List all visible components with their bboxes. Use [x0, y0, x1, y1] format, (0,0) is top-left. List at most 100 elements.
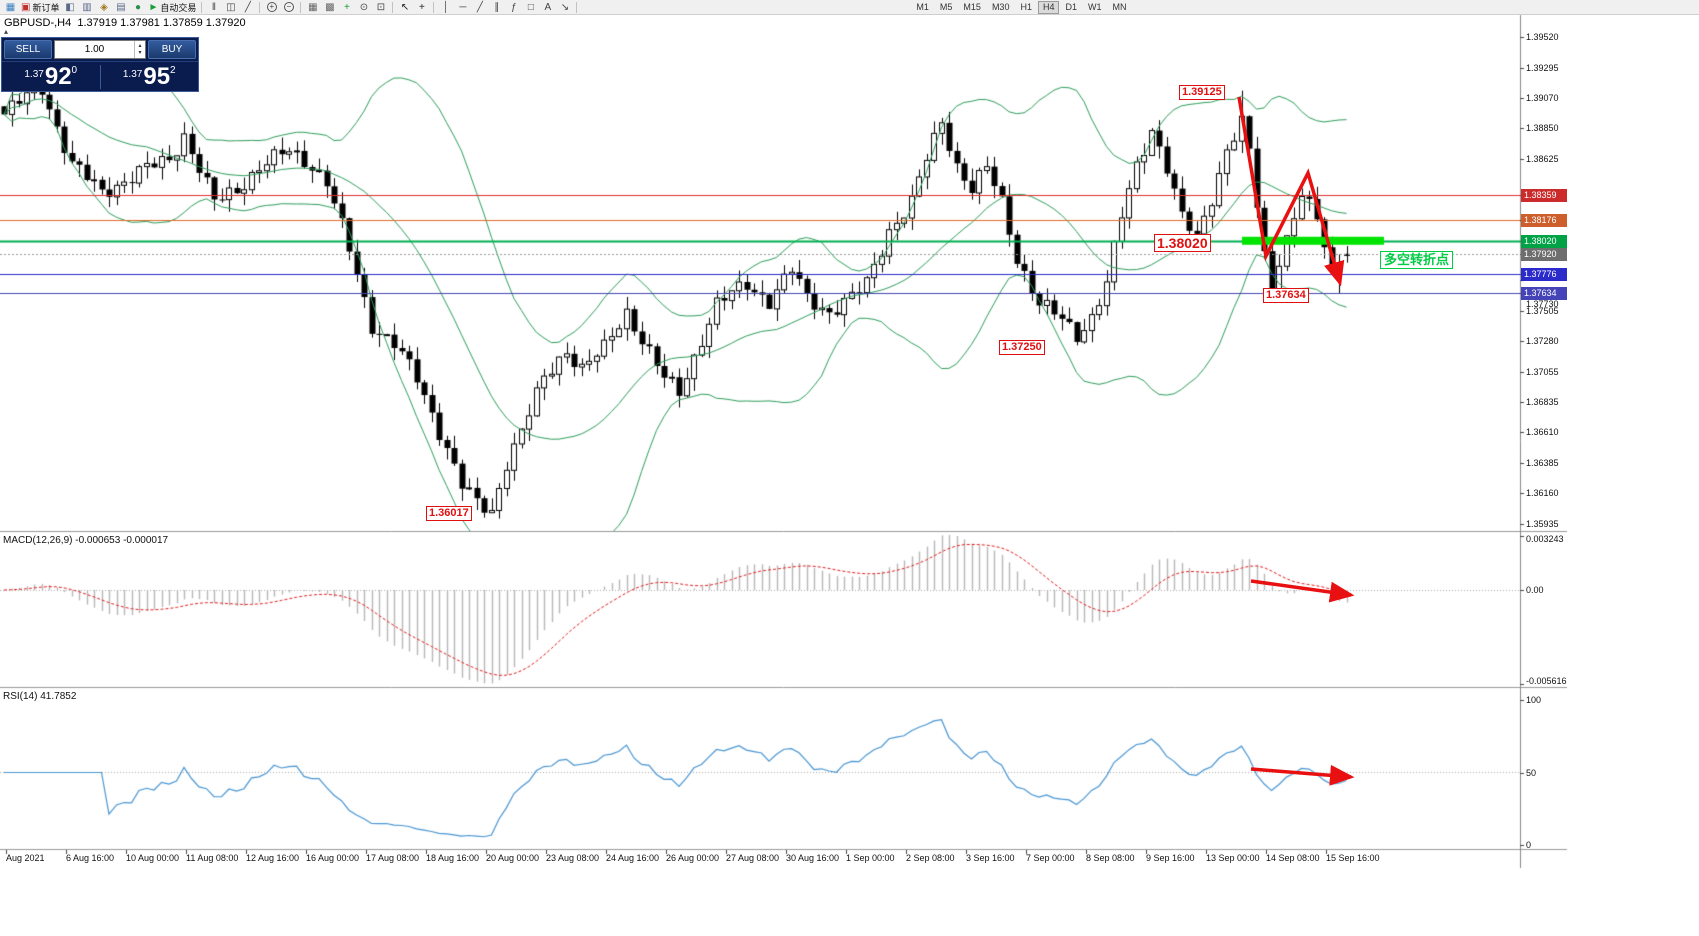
time-axis-tick: 15 Sep 16:00 [1326, 853, 1380, 863]
time-axis-tick: 18 Aug 16:00 [426, 853, 480, 863]
cursor-icon[interactable]: ↖ [397, 1, 412, 14]
time-axis-tick: 7 Sep 00:00 [1026, 853, 1075, 863]
strategy-tester-icon[interactable]: ● [130, 1, 145, 14]
bar-chart-icon[interactable]: ‖ [206, 1, 221, 14]
buy-price-sup: 2 [170, 64, 176, 76]
sell-button[interactable]: SELL [4, 40, 52, 59]
navigator-icon[interactable]: ◈ [96, 1, 111, 14]
cursor-icon-glyph: ↖ [400, 1, 410, 13]
bar-chart-icon-glyph: ‖ [211, 1, 216, 13]
time-axis-tick: 13 Sep 00:00 [1206, 853, 1260, 863]
toolbar-separator [201, 1, 203, 13]
equidistant-channel-icon-glyph: ∥ [494, 1, 500, 13]
shapes-icon-glyph: □ [527, 1, 534, 13]
price-tag-1.38359: 1.38359 [1521, 189, 1567, 202]
timeframe-d1-button[interactable]: D1 [1065, 1, 1077, 12]
price-axis-tick: 1.39070 [1526, 93, 1559, 103]
rsi-axis-tick: 100 [1526, 695, 1542, 705]
timeframe-m15-button[interactable]: M15 [963, 1, 981, 12]
horizontal-line-icon-glyph: ─ [459, 1, 467, 13]
collapse-one-click-icon[interactable]: ▴ [4, 27, 9, 36]
volume-input[interactable] [55, 44, 134, 55]
templates-icon-glyph: ⊡ [376, 1, 386, 13]
timeframe-m5-button[interactable]: M5 [939, 1, 953, 12]
buy-price-prefix: 1.37 [122, 68, 143, 80]
line-chart-icon[interactable]: ╱ [240, 1, 255, 14]
charts-icon[interactable]: ▦ [3, 1, 18, 14]
volume-up-icon[interactable]: ▴ [138, 42, 142, 49]
time-axis-tick: 14 Sep 08:00 [1266, 853, 1320, 863]
tile-windows-icon-glyph: ▦ [308, 1, 318, 13]
candlestick-chart-icon[interactable]: ◫ [223, 1, 238, 14]
sell-price[interactable]: 1.37920 [2, 63, 100, 91]
macd-indicator-label: MACD(12,26,9) -0.000653 -0.000017 [3, 535, 169, 546]
templates-icon[interactable]: ⊡ [373, 1, 388, 14]
volume-down-icon[interactable]: ▾ [138, 49, 142, 56]
timeframe-m1-button[interactable]: M1 [916, 1, 929, 12]
indicators-icon[interactable]: + [339, 1, 354, 14]
time-axis-tick: 16 Aug 00:00 [306, 853, 360, 863]
zoom-in-icon[interactable]: + [264, 1, 279, 14]
timeframe-m30-button[interactable]: M30 [991, 1, 1010, 12]
rsi-axis-tick: 0 [1526, 840, 1532, 850]
new-order-button[interactable]: ▣ 新订单 [20, 1, 60, 14]
market-watch-icon[interactable]: ◧ [62, 1, 77, 14]
shapes-icon[interactable]: □ [523, 1, 538, 14]
breakdown-price-label: 1.37634 [1263, 288, 1309, 303]
swing-high-price-label: 1.39125 [1179, 85, 1225, 100]
text-label-icon[interactable]: A [540, 1, 555, 14]
crosshair-icon[interactable]: + [414, 1, 429, 14]
buy-button[interactable]: BUY [148, 40, 196, 59]
price-axis-tick: 1.37730 [1526, 299, 1559, 309]
time-axis-tick: 27 Aug 08:00 [726, 853, 780, 863]
time-axis-tick: 3 Sep 16:00 [966, 853, 1015, 863]
price-axis-tick: 1.38850 [1526, 123, 1559, 133]
toolbar-separator [576, 1, 578, 13]
timeframe-h1-button[interactable]: H1 [1020, 1, 1032, 12]
price-axis-tick: 1.37505 [1526, 306, 1559, 316]
price-divider [99, 64, 101, 89]
macd-axis-tick: 0.00 [1526, 585, 1544, 595]
cascade-windows-icon[interactable]: ▩ [322, 1, 337, 14]
timeframe-bar: M1 M5 M15 M30 H1 H4 D1 W1 MN [911, 0, 1131, 14]
tile-windows-icon[interactable]: ▦ [305, 1, 320, 14]
timeframe-w1-button[interactable]: W1 [1088, 1, 1102, 12]
time-axis-tick: 8 Sep 08:00 [1086, 853, 1135, 863]
macd-axis-tick: -0.005616 [1526, 676, 1567, 686]
arrow-tools-icon[interactable]: ↘ [557, 1, 572, 14]
periods-icon[interactable]: ⊙ [356, 1, 371, 14]
fibonacci-icon-glyph: ƒ [511, 1, 517, 13]
fibonacci-icon[interactable]: ƒ [506, 1, 521, 14]
time-axis-tick: 10 Aug 00:00 [126, 853, 180, 863]
terminal-icon[interactable]: ▤ [113, 1, 128, 14]
buy-price[interactable]: 1.37952 [101, 63, 199, 91]
data-window-icon[interactable]: ▥ [79, 1, 94, 14]
strategy-tester-icon-glyph: ● [134, 1, 141, 13]
vertical-line-icon[interactable]: │ [438, 1, 453, 14]
auto-trading-button[interactable]: ► 自动交易 [147, 1, 197, 14]
price-axis-tick: 1.37280 [1526, 336, 1559, 346]
trendline-icon[interactable]: ╱ [472, 1, 487, 14]
zoom-in-icon-glyph: + [266, 2, 277, 12]
timeframe-mn-button[interactable]: MN [1112, 1, 1127, 12]
price-axis-tick: 1.36610 [1526, 427, 1559, 437]
data-window-icon-glyph: ▥ [82, 1, 92, 13]
timeframe-h4-button[interactable]: H4 [1037, 0, 1060, 14]
auto-trading-button-glyph: ► [148, 1, 159, 13]
periods-icon-glyph: ⊙ [359, 1, 369, 13]
volume-spin[interactable]: ▴ ▾ [134, 41, 145, 58]
zoom-out-icon[interactable]: − [281, 1, 296, 14]
one-click-trading-panel: SELL ▴ ▾ BUY 1.37920 1.37952 [1, 37, 199, 92]
volume-stepper[interactable]: ▴ ▾ [54, 40, 146, 59]
equidistant-channel-icon[interactable]: ∥ [489, 1, 504, 14]
arrow-tools-icon-glyph: ↘ [560, 1, 570, 13]
toolbar-separator [433, 1, 435, 13]
new-order-button-glyph: ▣ [21, 1, 31, 13]
horizontal-line-icon[interactable]: ─ [455, 1, 470, 14]
major-low-price-label: 1.36017 [426, 506, 472, 521]
vertical-line-icon-glyph: │ [442, 1, 450, 13]
new-order-button-label: 新订单 [32, 2, 60, 13]
time-axis-tick: 23 Aug 08:00 [546, 853, 600, 863]
rsi-indicator-label: RSI(14) 41.7852 [3, 691, 77, 702]
